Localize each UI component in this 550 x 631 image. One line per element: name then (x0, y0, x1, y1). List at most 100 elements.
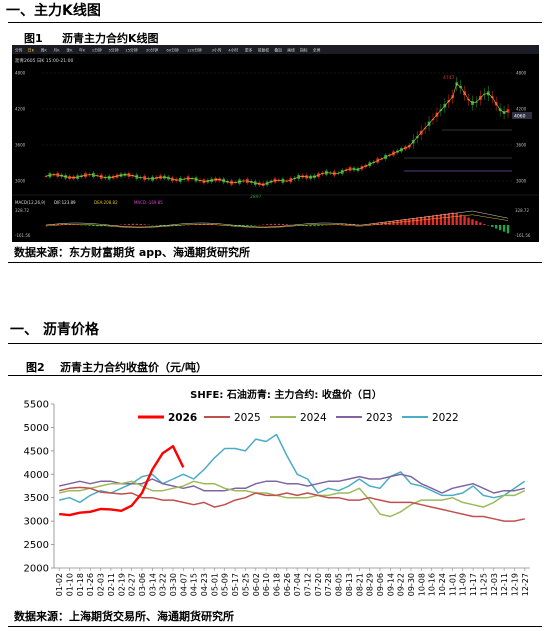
kline-high-label: 4747 (443, 75, 455, 81)
kline-toolbar-item: 前复权 (258, 47, 270, 52)
macd-bar (56, 223, 60, 225)
macd-bar (451, 212, 454, 225)
macd-bar (305, 225, 308, 227)
price-x-tick: 09-14 (386, 573, 395, 596)
figure2-rule-bottom (8, 626, 542, 627)
kline-info: 沥青2605 日K 15:00-21:00 (15, 57, 73, 64)
macd-bar (483, 223, 486, 225)
section1-title: 一、主力K线图 (6, 3, 101, 19)
price-x-tick: 07-12 (304, 573, 313, 596)
price-x-tick: 08-13 (345, 573, 354, 596)
series-line-2023 (59, 473, 525, 494)
price-x-tick: 05-25 (241, 573, 250, 596)
kline-toolbar-item: 更多 (245, 47, 253, 52)
price-x-tick: 12-03 (490, 573, 499, 596)
price-x-tick: 12-11 (500, 573, 509, 596)
kline-toolbar (12, 45, 539, 54)
price-x-tick: 05-17 (231, 573, 240, 596)
price-y-tick: 4000 (24, 470, 49, 481)
price-y-tick: 2500 (24, 540, 49, 551)
price-x-tick: 01-02 (55, 573, 64, 596)
macd-bar (475, 220, 478, 225)
price-x-tick: 09-30 (407, 573, 416, 596)
macd-bar (447, 213, 450, 225)
macd-bar (494, 225, 498, 229)
macd-bar (273, 223, 277, 225)
figure2-source: 数据来源：上海期货交易所、海通期货研究所 (14, 610, 234, 623)
kline-candle (44, 176, 48, 177)
kline-toolbar-item: 周K (41, 47, 48, 52)
section2-rule (8, 343, 542, 344)
macd-bar (340, 223, 344, 225)
macd-bar (459, 214, 462, 225)
price-x-tick: 06-10 (262, 573, 271, 596)
kline-last-box (512, 112, 532, 119)
macd-bar (498, 225, 502, 231)
kline-toolbar-item: 画线 (287, 47, 295, 52)
price-legend: 2026 2025 2024 2023 2022 (138, 412, 459, 424)
price-x-tick: 04-07 (179, 573, 188, 596)
kline-toolbar-item: 日K (28, 47, 35, 52)
price-x-tick: 03-06 (138, 573, 147, 596)
macd-bar (139, 223, 142, 225)
kline-candle (380, 158, 384, 160)
macd-bar (455, 213, 458, 225)
macd-tick-right-1: 328.72 (515, 208, 529, 213)
macd-bar (491, 225, 494, 228)
macd-bar (135, 223, 138, 225)
price-x-tick: 12-27 (521, 573, 530, 596)
figure1-title: 沥青主力合约K线图 (62, 32, 159, 45)
price-x-tick: 10-24 (438, 573, 447, 596)
macd-bar (230, 225, 233, 226)
kline-toolbar-item: 30分钟 (146, 47, 159, 52)
macd-bar (96, 225, 99, 227)
price-x-tick: 06-02 (252, 573, 261, 596)
kline-toolbar-item: 1分钟 (92, 47, 102, 52)
macd-bar (131, 223, 135, 225)
figure1-label: 图1 (24, 32, 43, 45)
macd-bar (52, 224, 56, 225)
price-x-tick: 02-19 (117, 573, 126, 596)
macd-bar (269, 223, 273, 225)
macd-bar (506, 225, 510, 234)
macd-bar (104, 225, 107, 227)
macd-bar (281, 223, 285, 225)
figure1-rule (8, 262, 542, 263)
legend-label-2022: 2022 (432, 412, 459, 424)
macd-bar (313, 225, 316, 227)
price-y-tick: 2000 (24, 564, 49, 575)
price-x-tick: 03-22 (159, 573, 168, 596)
kline-y-tick: 3600 (516, 143, 527, 148)
kline-ma-line (45, 83, 509, 185)
price-x-tick: 10-16 (428, 573, 437, 596)
macd-bar (250, 225, 253, 226)
macd-bar (167, 225, 170, 227)
macd-bar (439, 214, 443, 225)
series-line-2026 (59, 444, 185, 517)
macd-bar (431, 215, 435, 225)
price-x-tick: 05-01 (210, 573, 219, 596)
macd-bar (463, 216, 466, 225)
macd-bar (321, 225, 324, 226)
kline-toolbar-item: 120分钟 (187, 47, 202, 52)
series-line-2025 (59, 486, 525, 522)
price-x-tick: 07-28 (324, 573, 333, 596)
section1-rule (8, 22, 542, 23)
macd-bar (380, 222, 383, 225)
series-line-2022 (59, 433, 526, 504)
kline-toolbar-item: 年K (79, 47, 86, 52)
figure2-title: 沥青主力合约收盘价（元/吨） (60, 361, 208, 374)
kline-chart[interactable]: 分时 日K 周K 月K 季K 年K 1分钟 5分钟 15分钟 30分钟 60分钟 120分钟 3小时 4小… (12, 45, 539, 242)
macd-bar (159, 225, 162, 226)
macd-bar (404, 219, 407, 225)
price-x-tick: 02-27 (128, 573, 137, 596)
macd-dif-line (45, 210, 509, 228)
price-x-tick: 11-17 (469, 573, 478, 596)
macd-bar (317, 225, 320, 226)
price-x-tick: 10-08 (417, 573, 426, 596)
price-x-tick: 04-15 (190, 573, 199, 596)
series-line-2024 (59, 480, 526, 518)
price-y-tick: 3500 (24, 493, 49, 504)
price-chart[interactable]: SHFE: 石油沥青: 主力合约: 收盘价（日） 2026 2025 2024 202… (10, 380, 540, 600)
kline-candle (139, 177, 143, 179)
